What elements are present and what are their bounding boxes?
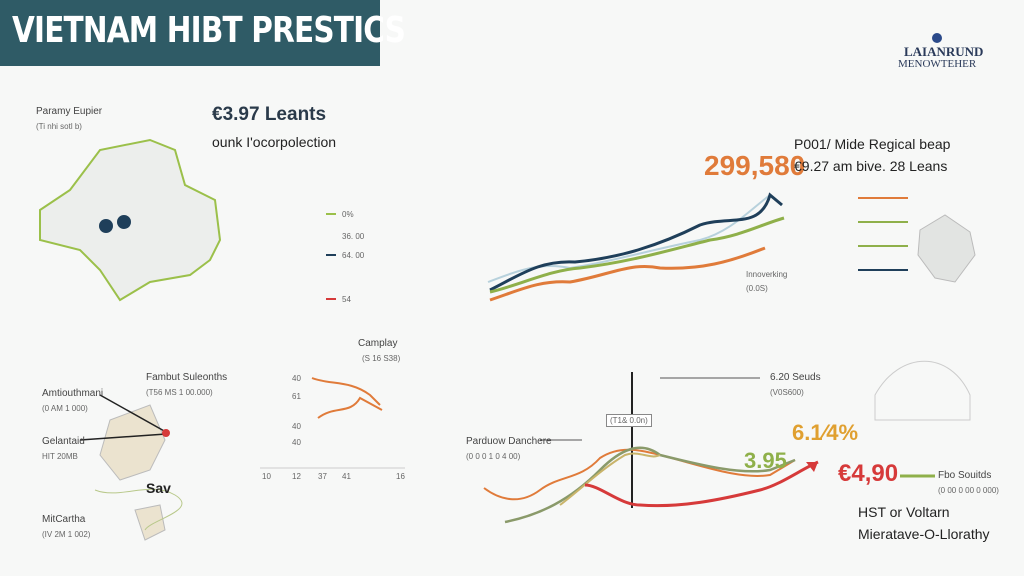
footer-line: HST or Voltarn (858, 504, 950, 520)
region-label: Sav (146, 480, 171, 496)
legend-label: 36. 00 (342, 232, 365, 241)
x-label: 10 (262, 472, 271, 481)
logo-icon (932, 33, 942, 43)
logo-line: MENOWTEHER (898, 58, 977, 70)
y-label: 61 (292, 392, 301, 401)
marker-label: 6.20 Seuds (770, 372, 821, 383)
region-shape (134, 504, 166, 541)
region-title: Fambut Suleonths (146, 372, 228, 383)
legend-label: 64. 00 (342, 251, 365, 260)
pointer (99, 394, 167, 433)
callout: (T1& 0.0n) (606, 414, 652, 427)
subtitle: €9.27 am bive. 28 Leans (794, 158, 948, 174)
percent: 6.1⁄4% (792, 420, 859, 445)
chart-title: Camplay (358, 338, 398, 349)
forecast-label: Parduow Danchere (466, 436, 552, 447)
panel-title: P001/ Mide Regical beap (794, 136, 951, 152)
marker-label-sub: (V0S600) (770, 388, 804, 397)
pointer (79, 433, 167, 441)
small-line (317, 396, 383, 419)
note: Innoverking (746, 270, 788, 279)
region-label: MitCartha (42, 514, 86, 525)
chart-title-sub: (S 16 S38) (362, 354, 401, 363)
map-marker (117, 215, 131, 229)
route (94, 488, 183, 531)
big-number: 299,580 (704, 150, 806, 181)
caption: ounk I'ocorpolection (212, 134, 337, 150)
value: €3.97 Leants (212, 104, 327, 125)
label-sub: (Ti nhi sotl b) (36, 122, 82, 131)
logo-line: LAIANRUND (904, 44, 984, 59)
mini-map (917, 214, 976, 283)
footer-line: Mieratave-O-Llorathy (858, 526, 990, 542)
x-label: 12 (292, 472, 301, 481)
price: €4,90 (838, 460, 899, 487)
region-title-sub: (T56 MS 1 00.000) (146, 388, 213, 397)
region-label: Gelantaid (42, 436, 85, 447)
forecast-line (559, 452, 661, 506)
title: VIETNAM HIBT PRESTICS (12, 10, 406, 51)
map-marker (99, 219, 113, 233)
legend-label: 0% (342, 210, 354, 219)
small-line (311, 377, 381, 406)
y-label: 40 (292, 438, 301, 447)
value: 3.95 (744, 448, 787, 473)
x-label: 16 (396, 472, 405, 481)
legend-label: 54 (342, 295, 351, 304)
region-label-sub: (0 AM 1 000) (42, 404, 88, 413)
price-label: Fbo Souitds (938, 470, 992, 481)
region-label: Amtiouthmani (42, 388, 104, 399)
region-label-sub: HIT 20MB (42, 452, 78, 461)
forecast-line (504, 446, 796, 524)
trend-line (489, 216, 785, 294)
region-shape (99, 404, 166, 481)
x-label: 37 (318, 472, 327, 481)
y-label: 40 (292, 374, 301, 383)
forecast-line (483, 448, 796, 501)
title-banner (0, 0, 380, 66)
forecast-label-sub: (0 0 0 1 0 4 00) (466, 452, 521, 461)
forecast-line (584, 460, 819, 508)
trend-line (489, 246, 766, 302)
x-label: 41 (342, 472, 351, 481)
region-label-sub: (IV 2M 1 002) (42, 530, 91, 539)
price-sub: (0 00 0 00 0 000) (938, 486, 999, 495)
label: Paramy Eupier (36, 106, 103, 117)
note-sub: (0.0S) (746, 284, 768, 293)
region-marker (162, 429, 170, 437)
arrow-head (806, 462, 818, 472)
y-label: 40 (292, 422, 301, 431)
trend-line (489, 192, 783, 292)
building-sketch (874, 360, 971, 421)
